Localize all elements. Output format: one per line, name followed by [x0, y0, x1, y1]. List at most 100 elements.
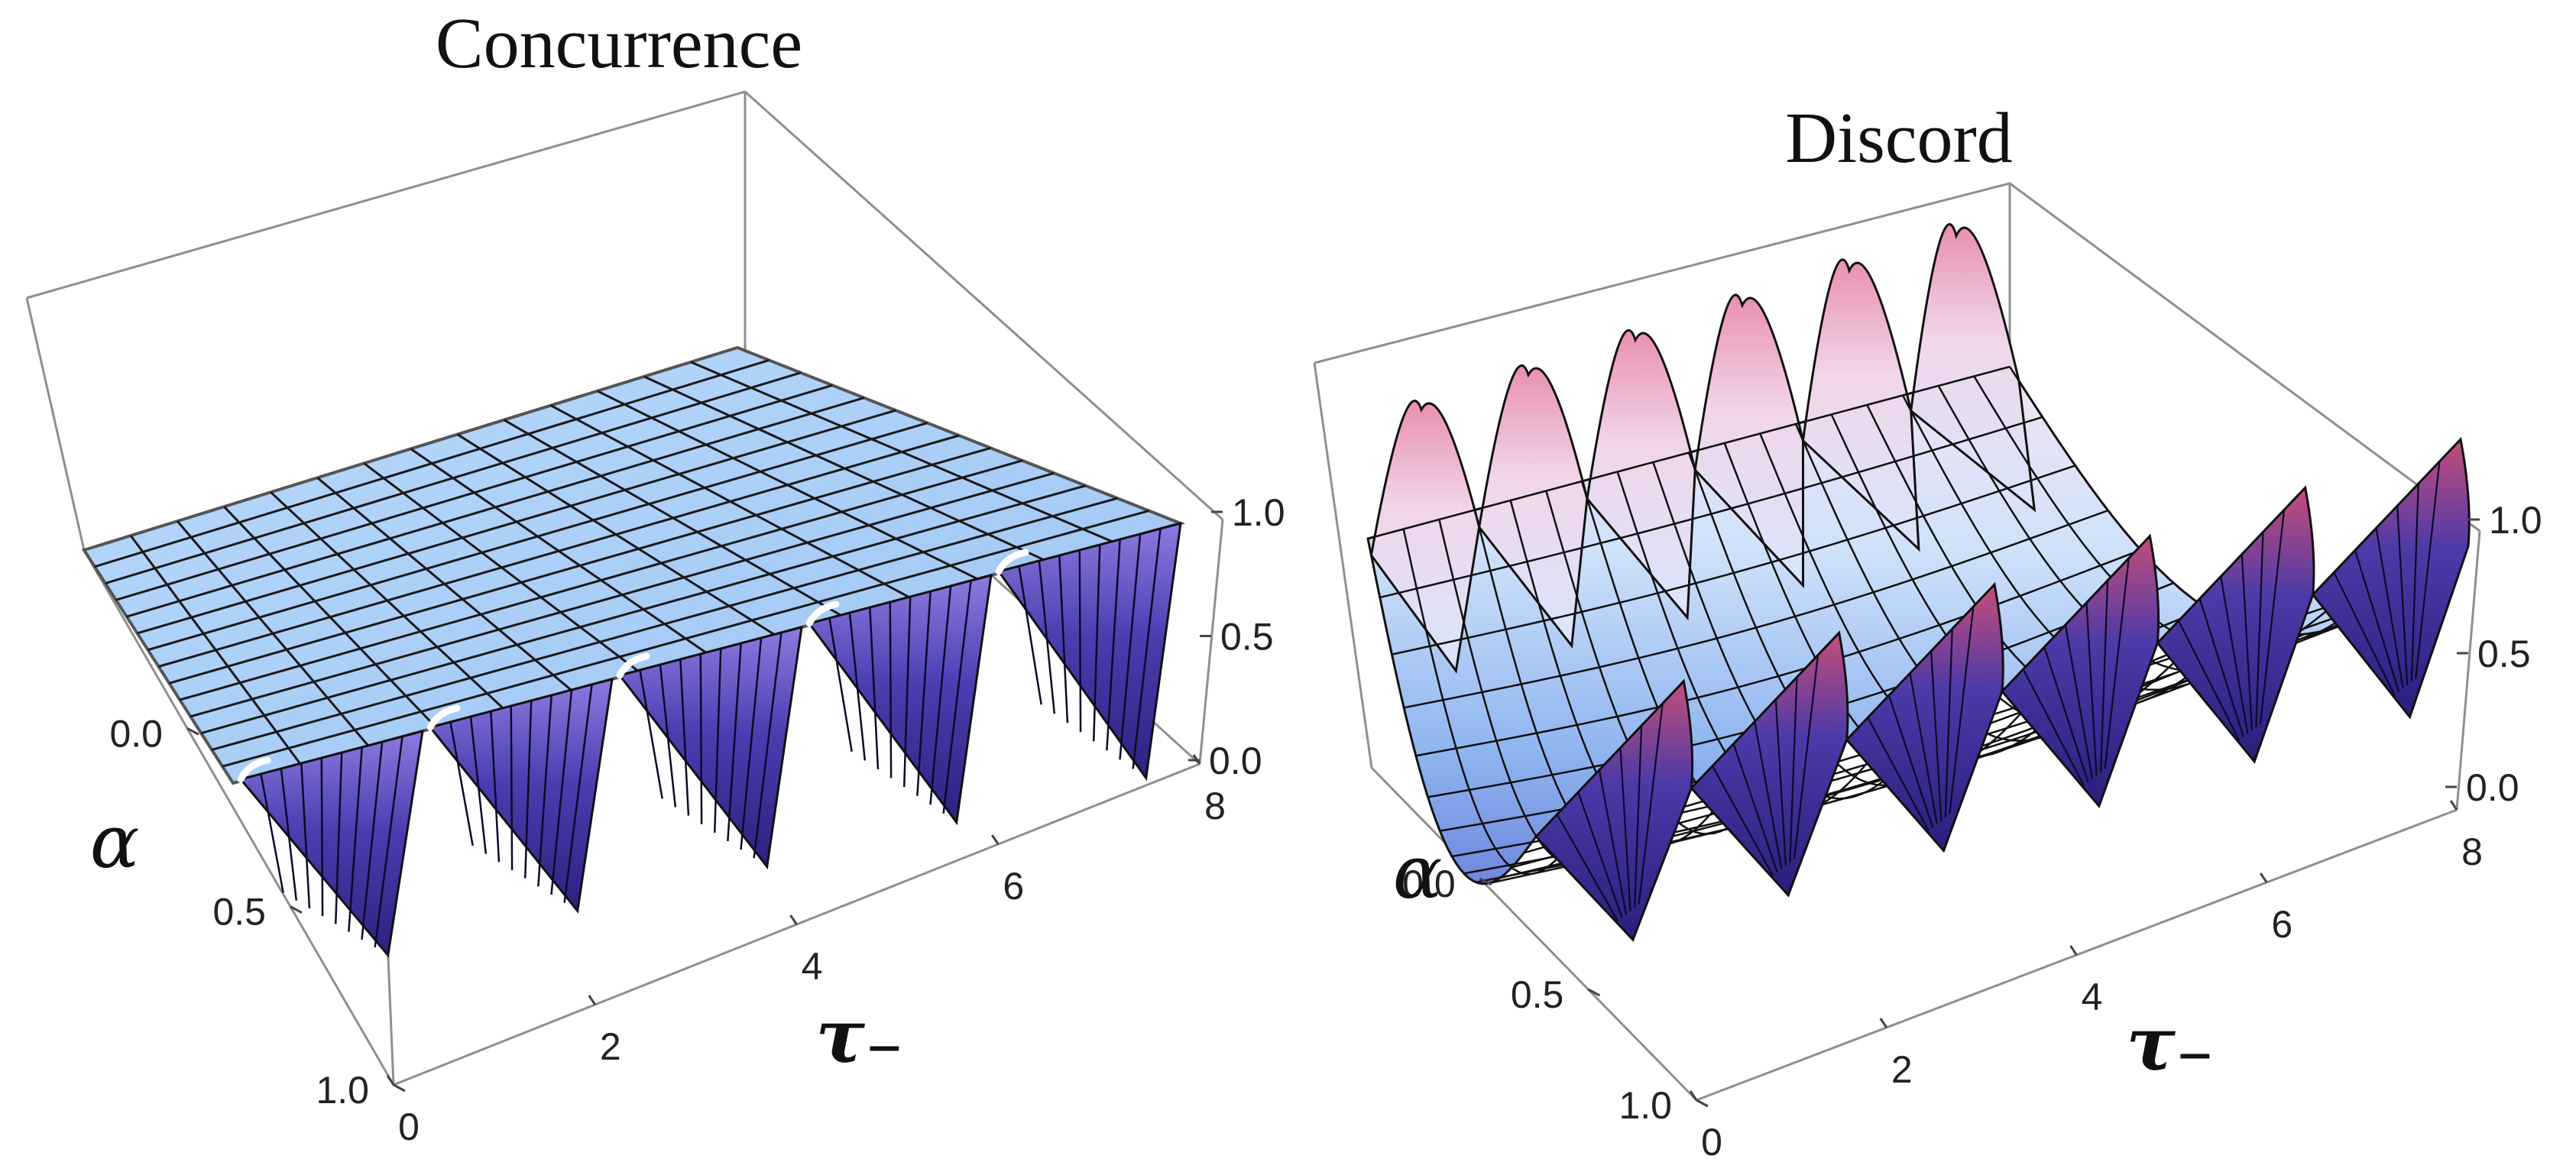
front-peak-mesh — [2064, 624, 2094, 779]
z-axis-ticks: 0.0 0.5 1.0 — [1188, 491, 1285, 782]
front-peak-mesh — [2022, 668, 2085, 786]
ridge-mesh-line — [1038, 560, 1056, 714]
front-peak-mesh — [1732, 743, 1778, 873]
oscillation-ridges — [237, 521, 1182, 958]
x-axis-tick-mark — [386, 1075, 395, 1086]
zero-plane — [81, 345, 1186, 785]
ridge-mesh-line — [1132, 528, 1162, 769]
mesh-line — [1392, 464, 2076, 655]
x-axis-tick-label: 2 — [1891, 1048, 1913, 1091]
y-axis-tick-label: 0.5 — [1511, 973, 1564, 1016]
front-peak-mesh — [1598, 769, 1628, 915]
ridge-mesh-line — [848, 612, 867, 761]
z-axis-tick-label: 1.0 — [2489, 499, 2542, 542]
mesh-line — [158, 434, 960, 668]
ridge-highlight — [426, 704, 461, 731]
mesh-line — [179, 459, 1023, 701]
mesh-line — [211, 497, 1118, 751]
mesh-line — [597, 390, 978, 581]
ridge-mesh-line — [469, 716, 488, 854]
back-peak — [1478, 364, 1589, 649]
front-peak-mesh — [1867, 717, 1930, 831]
ridge-mesh-line — [740, 637, 763, 850]
ridge-mesh-line — [1092, 544, 1101, 742]
mesh-line — [1403, 509, 2108, 709]
front-peak-mesh — [2354, 549, 2400, 693]
x-axis-label: τ₋ — [2126, 1001, 2214, 1087]
y-axis-tick-label: 0.5 — [212, 891, 266, 934]
mesh-line — [550, 404, 911, 599]
front-peak-mesh — [2085, 602, 2098, 776]
ridge-mesh-line — [563, 684, 593, 903]
x-axis-tick-label: 8 — [2461, 830, 2483, 873]
front-peak-mesh — [2199, 598, 2244, 738]
mesh-line — [222, 510, 1149, 768]
y-axis-ticks: 1.0 0.5 0.0 — [1402, 863, 1709, 1127]
box-front-left-edge — [83, 549, 395, 1086]
front-peak-mesh — [2375, 528, 2404, 689]
box-back-right-edge — [2455, 530, 2481, 811]
mesh-line — [1367, 365, 2011, 540]
x-axis-tick-mark — [2069, 945, 2078, 956]
ridge-mesh-line — [659, 664, 677, 808]
front-peak-mesh — [2255, 532, 2264, 727]
ridge-mesh-line — [727, 643, 742, 842]
front-peak-mesh — [2099, 580, 2109, 772]
back-peak — [1801, 258, 1920, 552]
ridge-mesh-line — [334, 752, 343, 924]
x-axis-tick-label: 0 — [1701, 1121, 1722, 1164]
ridge-mesh-line — [679, 659, 690, 816]
chart-title: Concurrence — [436, 4, 802, 83]
front-peak-mesh — [1556, 814, 1619, 922]
box-back-right-edge — [1198, 519, 1224, 765]
y-axis-tick-label: 1.0 — [1619, 1084, 1672, 1127]
ridge-mesh-line — [942, 580, 972, 814]
y-axis-ticks: 1.0 0.5 0.0 — [109, 712, 406, 1112]
mesh-line — [456, 433, 776, 636]
front-peak-mesh — [1577, 791, 1623, 918]
back-peak — [1369, 400, 1481, 674]
front-peak-mesh — [1789, 677, 1798, 863]
ridge-mesh-line — [523, 700, 533, 879]
x-axis-tick-mark — [991, 834, 1000, 845]
front-peak-mesh — [2415, 461, 2441, 679]
ridge-mesh-line — [889, 601, 893, 778]
x-axis-tick-mark — [1879, 1018, 1887, 1028]
back-peak — [1586, 329, 1696, 621]
box-back-left-edge — [1313, 362, 1373, 769]
front-peak-mesh — [2396, 506, 2409, 686]
x-axis-tick-mark — [2260, 872, 2268, 883]
back-peak — [1693, 293, 1805, 589]
ridge-mesh-line — [902, 596, 912, 788]
x-axis-tick-mark — [1689, 1090, 1698, 1101]
ridge-mesh-line — [1106, 539, 1121, 751]
front-peak-mesh — [1944, 629, 1953, 817]
x-axis-ticks: 0 2 4 6 8 — [1689, 800, 2483, 1164]
ridge-highlight — [995, 549, 1029, 575]
x-axis-tick-label: 6 — [1003, 865, 1024, 908]
back-peaks — [1369, 223, 2036, 674]
front-peak-mesh — [1774, 699, 1787, 866]
mesh-line — [169, 446, 991, 685]
ridge-highlight — [805, 600, 840, 627]
front-peak-mesh — [2104, 558, 2130, 769]
ridge-mesh-line — [490, 711, 501, 863]
y-axis-tick-label: 1.0 — [316, 1069, 369, 1112]
ridge-mesh-line — [1119, 533, 1142, 760]
z-axis-ticks: 0.0 0.5 1.0 — [2445, 499, 2542, 809]
mesh-line — [503, 419, 843, 617]
mesh-line — [190, 471, 1055, 718]
y-axis-tick-label: 0.0 — [109, 712, 163, 755]
ridge-mesh-line — [753, 632, 783, 859]
front-peak-mesh — [1887, 694, 1934, 828]
y-axis-tick-label: 0.0 — [1402, 863, 1456, 905]
ridge-mesh-line — [374, 736, 403, 948]
x-axis-tick-mark — [789, 914, 798, 925]
z-axis-tick-label: 0.5 — [2477, 633, 2531, 675]
ridge-mesh-line — [639, 669, 663, 799]
front-peak-mesh — [1633, 725, 1643, 908]
box-back-left-edge — [25, 297, 86, 551]
box-front-left-edge — [1370, 766, 1698, 1102]
front-peak-mesh — [1949, 606, 1975, 814]
